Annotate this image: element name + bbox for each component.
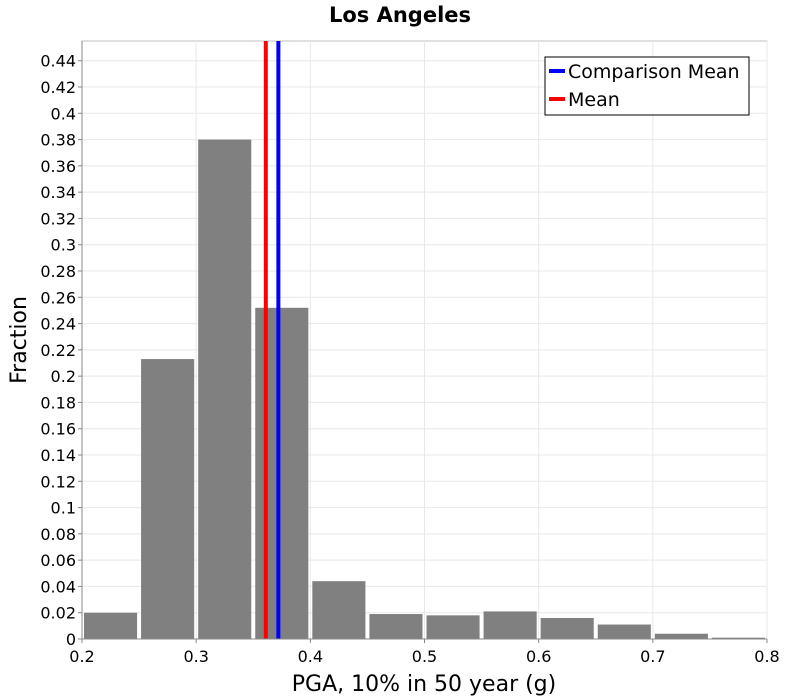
histogram-bar: [255, 307, 309, 639]
x-tick-label: 0.4: [298, 647, 323, 666]
y-tick-label: 0.1: [51, 499, 76, 518]
y-tick-label: 0.44: [40, 52, 76, 71]
y-tick-label: 0.08: [40, 525, 76, 544]
y-tick-label: 0.12: [40, 472, 76, 491]
legend: Comparison Mean Mean: [544, 56, 750, 116]
histogram-bar: [84, 612, 138, 639]
x-axis-ticks: 0.2 0.3 0.4 0.5 0.6 0.7 0.8: [69, 638, 780, 666]
histogram-bars: [84, 139, 765, 640]
histogram-bar: [540, 617, 594, 639]
x-tick-label: 0.3: [183, 647, 208, 666]
y-tick-label: 0.24: [40, 315, 76, 334]
y-tick-label: 0: [66, 630, 76, 649]
legend-label: Comparison Mean: [568, 61, 740, 83]
histogram-bar: [711, 637, 765, 639]
y-tick-label: 0.04: [40, 577, 76, 596]
y-tick-label: 0.16: [40, 420, 76, 439]
y-tick-label: 0.32: [40, 209, 76, 228]
y-tick-label: 0.34: [40, 183, 76, 202]
x-axis-label: PGA, 10% in 50 year (g): [292, 672, 556, 697]
mean-lines: [263, 41, 281, 639]
x-tick-label: 0.6: [526, 647, 551, 666]
y-tick-label: 0.14: [40, 446, 76, 465]
histogram-bar: [426, 615, 480, 639]
y-tick-label: 0.38: [40, 131, 76, 150]
chart-title: Los Angeles: [329, 3, 471, 27]
histogram-bar: [654, 633, 708, 639]
y-tick-label: 0.36: [40, 157, 76, 176]
histogram-bar: [141, 359, 195, 639]
y-tick-label: 0.28: [40, 262, 76, 281]
y-tick-label: 0.02: [40, 604, 76, 623]
y-tick-label: 0.42: [40, 78, 76, 97]
y-tick-label: 0.18: [40, 393, 76, 412]
y-axis-label: Fraction: [7, 296, 32, 384]
y-tick-label: 0.3: [51, 236, 76, 255]
y-tick-label: 0.26: [40, 288, 76, 307]
histogram-bar: [198, 139, 252, 640]
legend-box: [544, 56, 750, 116]
legend-label: Mean: [568, 89, 620, 111]
histogram-bar: [312, 581, 366, 639]
x-tick-label: 0.5: [412, 647, 437, 666]
y-tick-label: 0.4: [51, 104, 76, 123]
histogram-bar: [483, 611, 537, 639]
y-axis-ticks: 0 0.02 0.04 0.06 0.08 0.1 0.12 0.14 0.16 0.18 0.2 0…: [40, 41, 83, 649]
y-tick-label: 0.2: [51, 367, 76, 386]
y-tick-label: 0.22: [40, 341, 76, 360]
x-tick-label: 0.8: [754, 647, 779, 666]
y-tick-label: 0.06: [40, 551, 76, 570]
x-tick-label: 0.7: [640, 647, 665, 666]
histogram-bar: [597, 624, 651, 639]
histogram-bar: [369, 614, 423, 639]
x-tick-label: 0.2: [69, 647, 94, 666]
